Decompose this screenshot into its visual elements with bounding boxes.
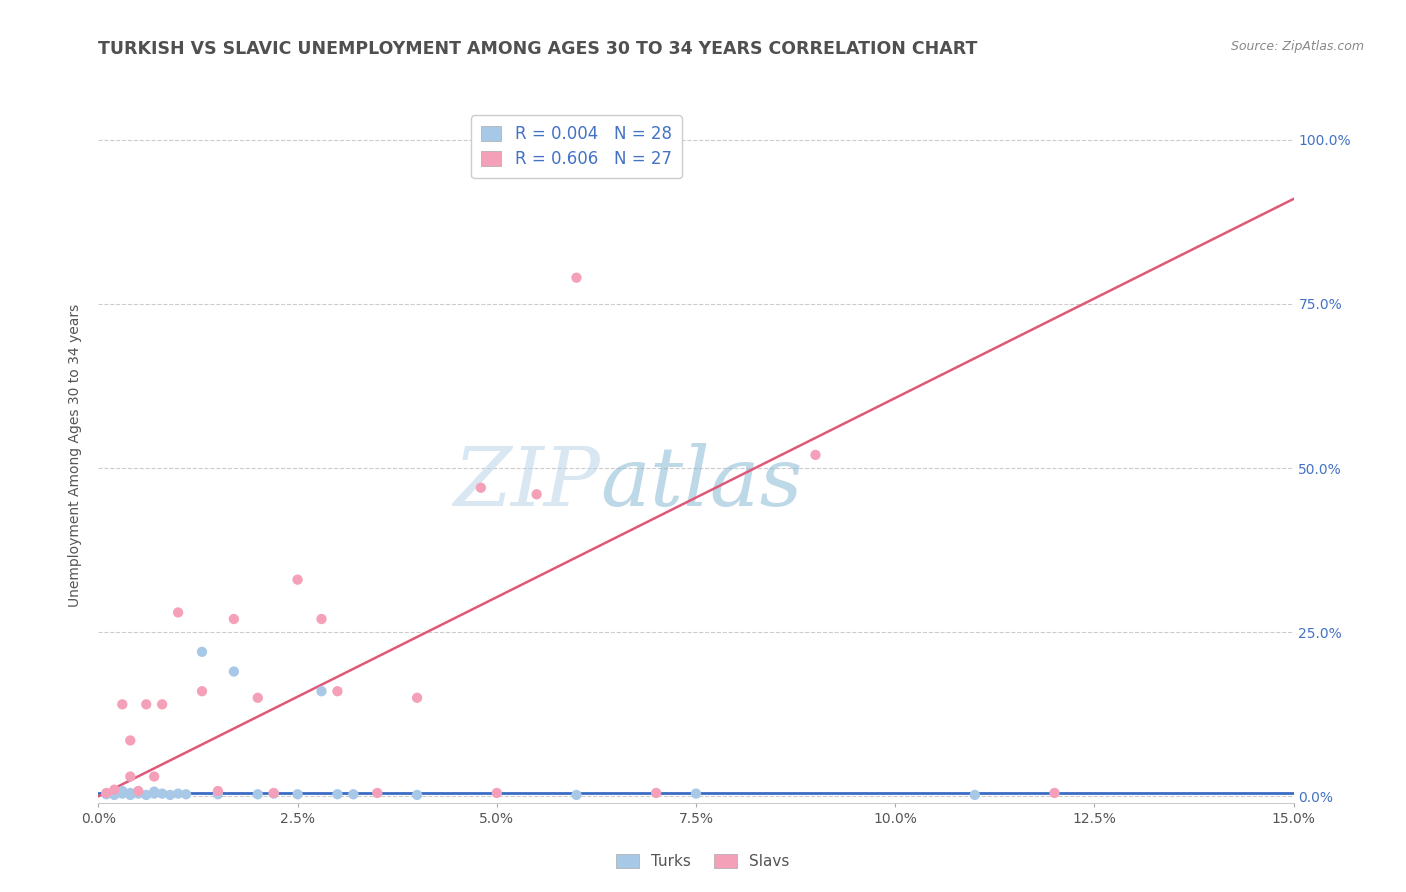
Point bbox=[263, 786, 285, 800]
Point bbox=[246, 787, 269, 801]
Point bbox=[167, 787, 190, 801]
Point bbox=[103, 782, 125, 797]
Point bbox=[526, 487, 548, 501]
Text: TURKISH VS SLAVIC UNEMPLOYMENT AMONG AGES 30 TO 34 YEARS CORRELATION CHART: TURKISH VS SLAVIC UNEMPLOYMENT AMONG AGE… bbox=[98, 40, 977, 58]
Point bbox=[111, 784, 134, 798]
Point bbox=[685, 787, 707, 801]
Text: atlas: atlas bbox=[600, 442, 803, 523]
Point bbox=[287, 573, 309, 587]
Y-axis label: Unemployment Among Ages 30 to 34 years: Unemployment Among Ages 30 to 34 years bbox=[69, 303, 83, 607]
Legend: R = 0.004   N = 28, R = 0.606   N = 27: R = 0.004 N = 28, R = 0.606 N = 27 bbox=[471, 115, 682, 178]
Point bbox=[127, 787, 149, 801]
Point bbox=[406, 788, 429, 802]
Point bbox=[120, 788, 142, 802]
Point bbox=[143, 787, 166, 801]
Point bbox=[326, 787, 349, 801]
Point bbox=[127, 784, 149, 798]
Text: Source: ZipAtlas.com: Source: ZipAtlas.com bbox=[1230, 40, 1364, 54]
Point bbox=[470, 481, 492, 495]
Point bbox=[311, 612, 333, 626]
Point bbox=[565, 788, 588, 802]
Point bbox=[207, 787, 229, 801]
Point bbox=[1043, 786, 1066, 800]
Point bbox=[645, 786, 668, 800]
Point bbox=[150, 787, 173, 801]
Point bbox=[150, 698, 173, 712]
Point bbox=[191, 684, 214, 698]
Point bbox=[111, 698, 134, 712]
Point bbox=[287, 787, 309, 801]
Text: ZIP: ZIP bbox=[454, 442, 600, 523]
Point bbox=[963, 788, 986, 802]
Point bbox=[143, 784, 166, 798]
Point bbox=[326, 684, 349, 698]
Point bbox=[174, 787, 197, 801]
Point bbox=[96, 787, 118, 801]
Point bbox=[120, 770, 142, 784]
Point bbox=[159, 788, 181, 802]
Point bbox=[96, 786, 118, 800]
Point bbox=[135, 788, 157, 802]
Point bbox=[366, 786, 388, 800]
Point bbox=[111, 787, 134, 801]
Point bbox=[485, 786, 508, 800]
Point bbox=[222, 612, 245, 626]
Point bbox=[207, 784, 229, 798]
Point bbox=[103, 788, 125, 802]
Point bbox=[120, 786, 142, 800]
Legend: Turks, Slavs: Turks, Slavs bbox=[610, 848, 796, 875]
Point bbox=[143, 770, 166, 784]
Point bbox=[406, 690, 429, 705]
Point bbox=[222, 665, 245, 679]
Point bbox=[311, 684, 333, 698]
Point bbox=[191, 645, 214, 659]
Point bbox=[804, 448, 827, 462]
Point bbox=[127, 784, 149, 798]
Point bbox=[246, 690, 269, 705]
Point bbox=[263, 787, 285, 801]
Point bbox=[167, 606, 190, 620]
Point bbox=[135, 698, 157, 712]
Point bbox=[120, 733, 142, 747]
Point bbox=[565, 270, 588, 285]
Point bbox=[342, 787, 364, 801]
